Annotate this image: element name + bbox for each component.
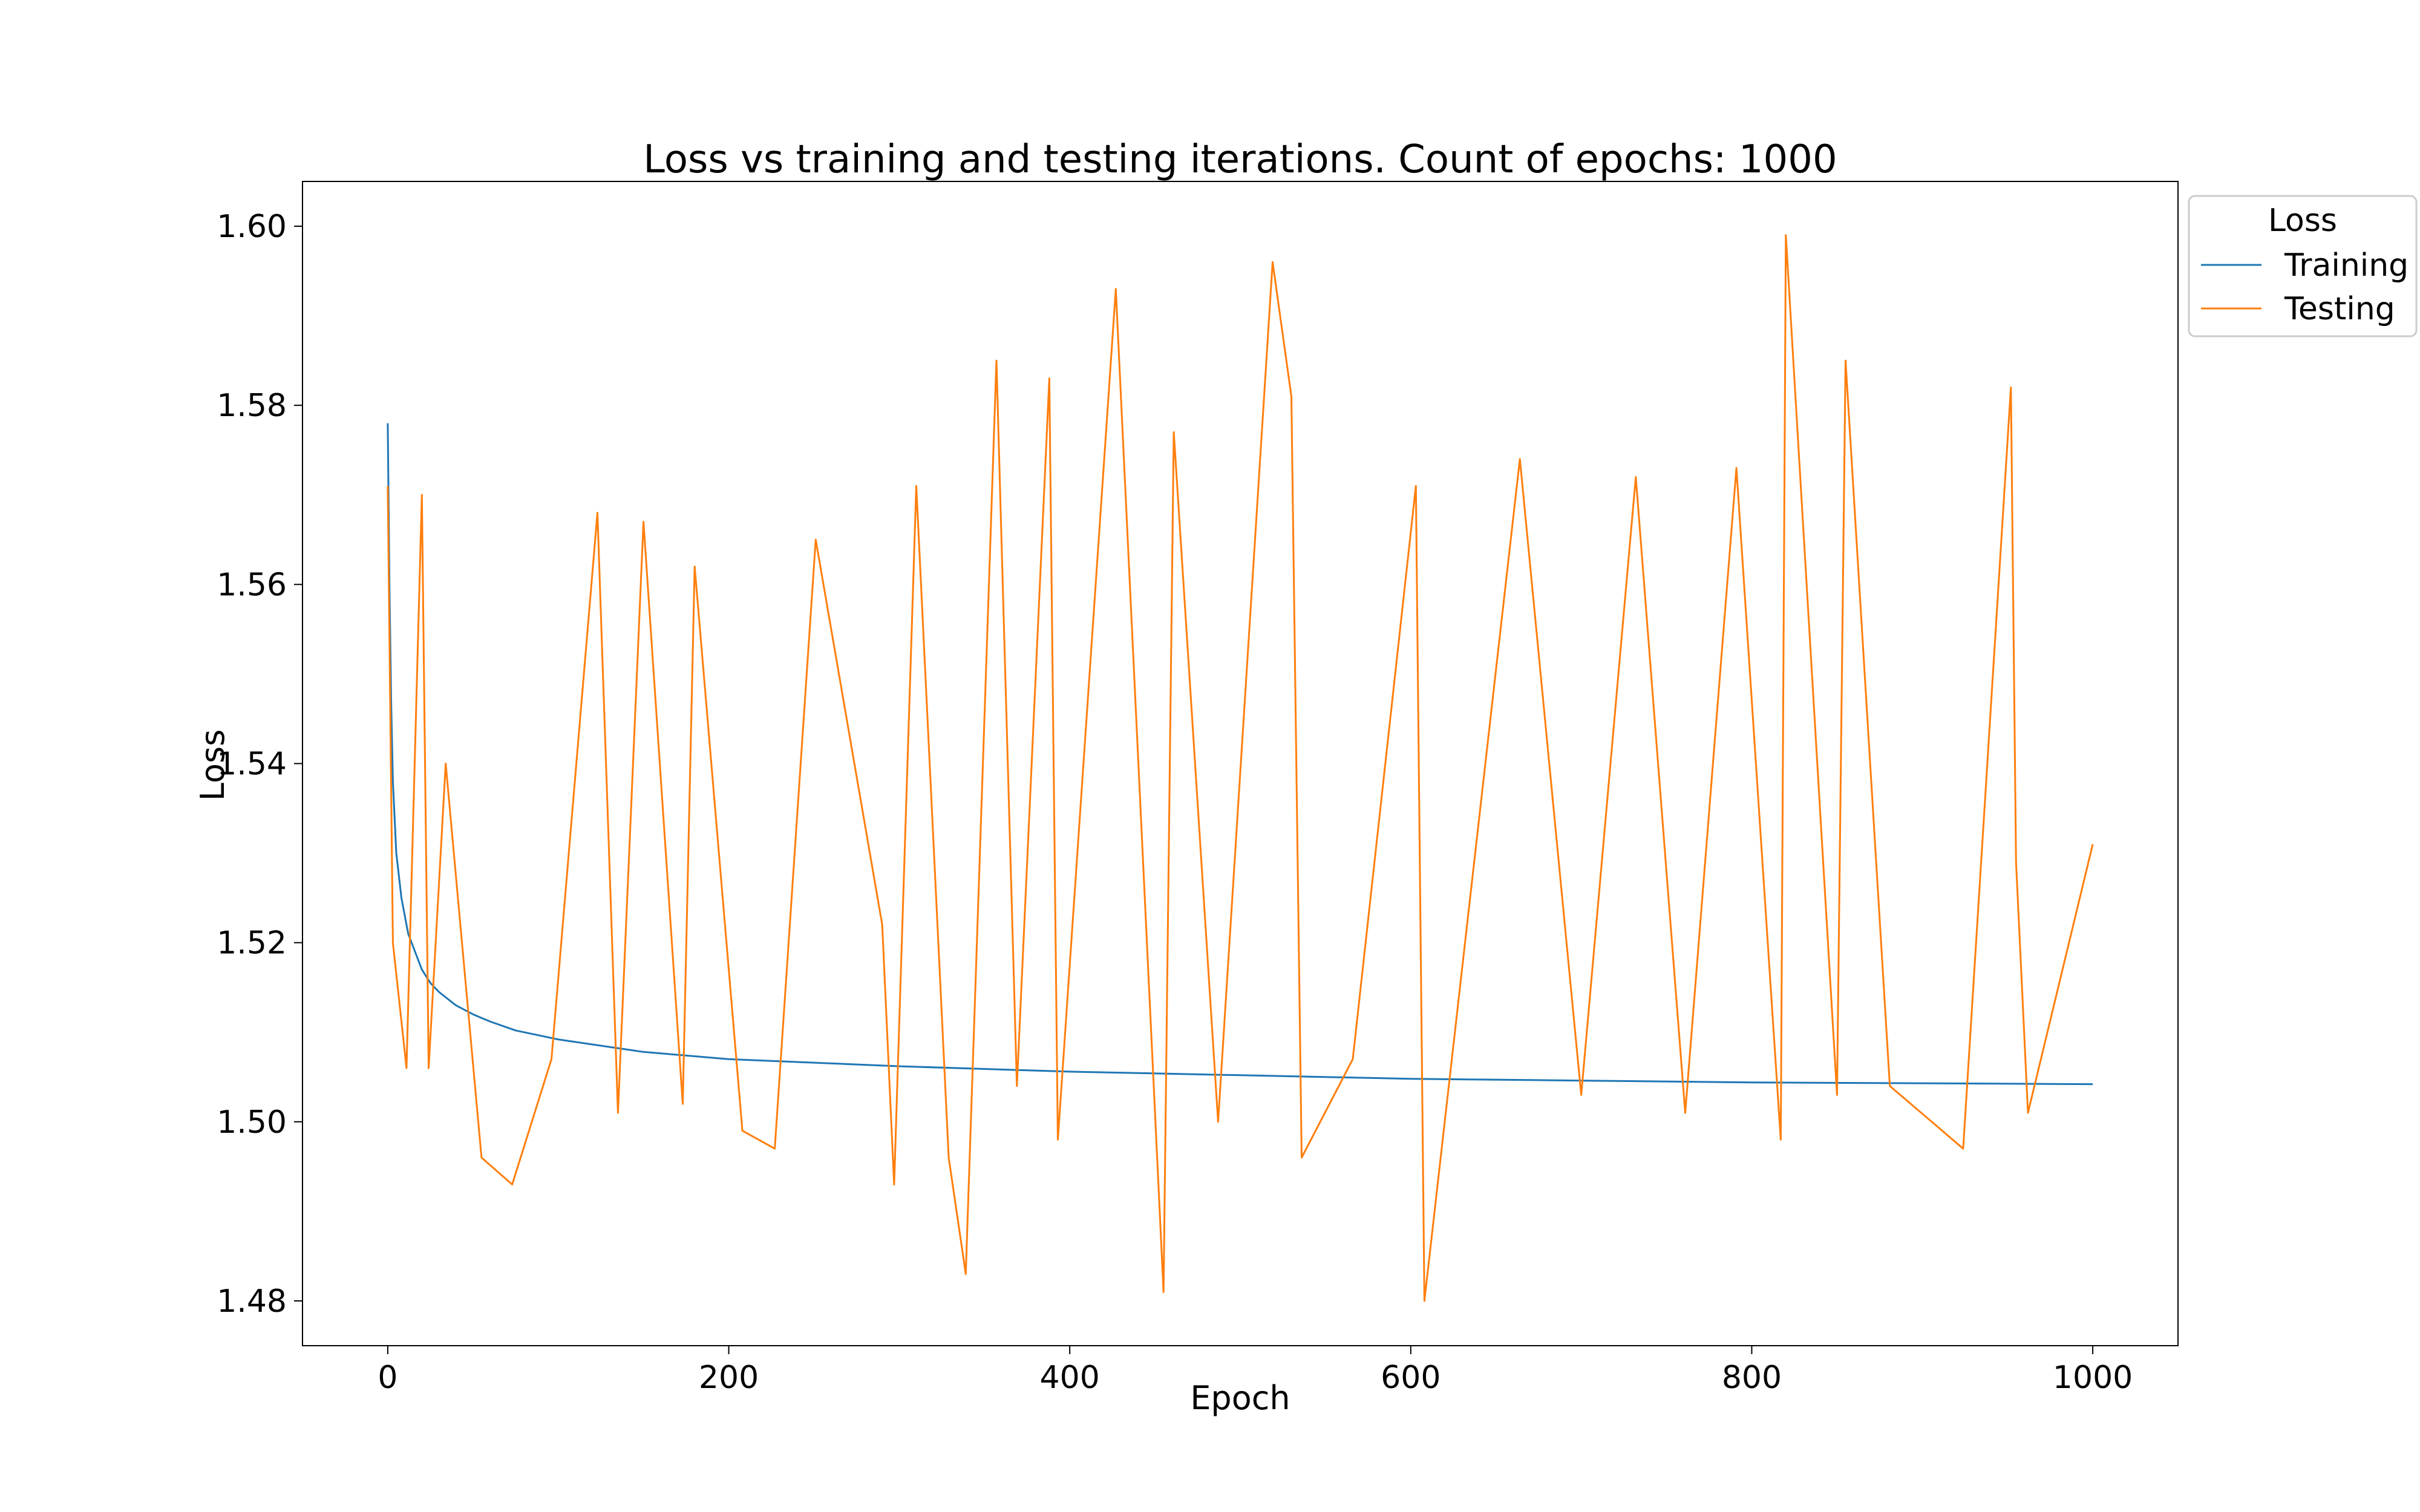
y-tick-label: 1.60 [217, 209, 287, 245]
series-line-training [387, 423, 2093, 1086]
x-axis: 0 200 400 600 800 1000 [378, 1346, 2133, 1396]
x-tick-label: 400 [1040, 1360, 1100, 1396]
legend-box [2188, 195, 2418, 337]
x-axis-label: Epoch [1190, 1379, 1290, 1417]
legend-testing-label: Testing [2284, 291, 2395, 327]
x-tick-label: 1000 [2053, 1360, 2133, 1396]
y-axis-label: Loss [194, 729, 232, 801]
y-tick-label: 1.52 [217, 925, 287, 962]
legend-training-label: Training [2284, 247, 2409, 284]
series-layer [387, 234, 2094, 1302]
x-tick-label: 600 [1381, 1360, 1441, 1396]
chart-title: Loss vs training and testing iterations.… [643, 137, 1837, 182]
y-tick-label: 1.54 [217, 746, 287, 783]
x-tick-label: 800 [1722, 1360, 1782, 1396]
y-tick-label: 1.48 [217, 1283, 287, 1320]
y-tick-label: 1.56 [217, 567, 287, 603]
x-tick-label: 200 [699, 1360, 759, 1396]
y-tick-label: 1.58 [217, 388, 287, 424]
x-tick-label: 0 [378, 1360, 397, 1396]
y-tick-label: 1.50 [217, 1104, 287, 1141]
series-line-testing [387, 234, 2094, 1302]
legend-title: Loss [2268, 203, 2337, 239]
y-axis: 1.48 1.50 1.52 1.54 1.56 1.58 1.60 [217, 209, 302, 1320]
legend: Loss Training Testing [2188, 195, 2418, 337]
